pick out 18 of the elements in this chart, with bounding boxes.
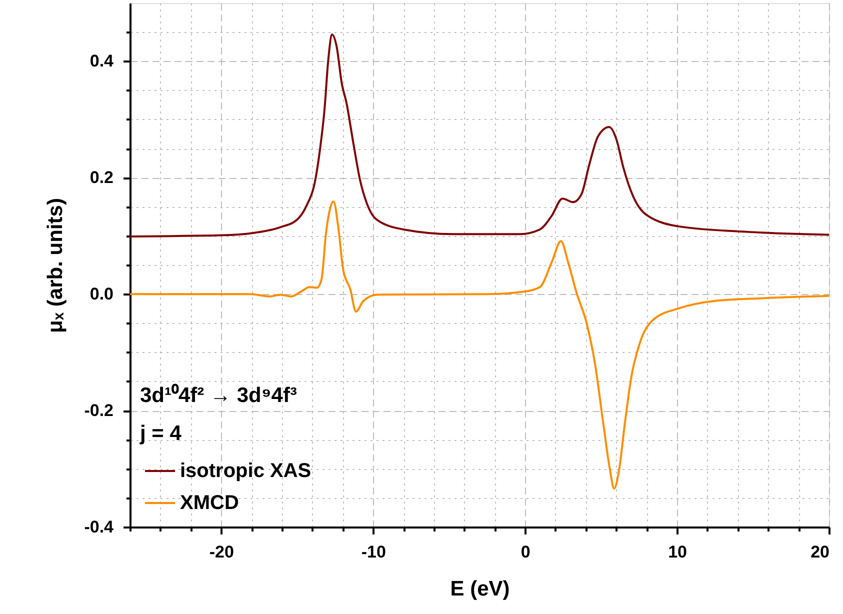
x-tick-label: -10 xyxy=(361,542,386,562)
x-axis-title: E (eV) xyxy=(450,578,510,600)
x-tick-label: 0 xyxy=(520,542,530,562)
y-tick-label: 0.4 xyxy=(90,52,114,71)
line-series xyxy=(129,33,830,238)
y-tick-label: 0.2 xyxy=(90,168,114,188)
x-tick-label: 10 xyxy=(668,542,688,562)
y-tick-label: -0.2 xyxy=(84,401,114,420)
x-tick-label: 20 xyxy=(810,542,830,562)
legend-label: XMCD xyxy=(180,492,239,514)
line-series xyxy=(129,200,830,490)
y-tick-label: 0.0 xyxy=(90,284,114,304)
legend-label: isotropic XAS xyxy=(180,460,312,482)
y-tick-label: -0.4 xyxy=(84,518,114,536)
annotation: 3d¹⁰4f² → 3d⁹4f³ xyxy=(140,383,297,407)
annotation: j = 4 xyxy=(139,422,182,445)
x-tick-label: -20 xyxy=(209,542,234,562)
y-axis-title: μₓ (arb. units) xyxy=(44,198,68,333)
